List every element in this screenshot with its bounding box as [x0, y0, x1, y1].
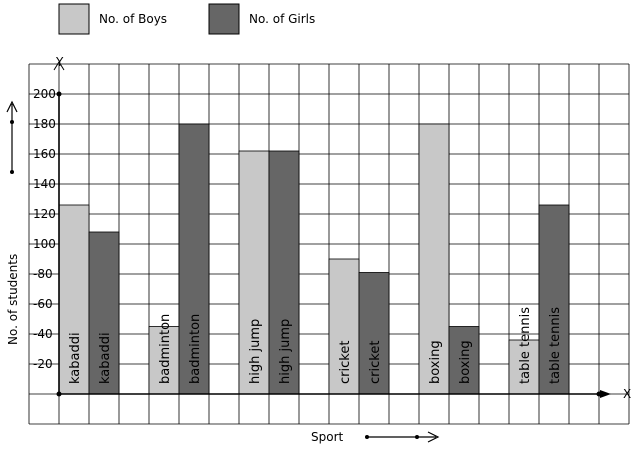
bar-cricket-girls — [358, 272, 390, 395]
y-tick-label: 160 — [33, 147, 56, 161]
y-axis-letter: Y — [55, 55, 64, 69]
y-tick-label: 180 — [33, 117, 56, 131]
y-tick-label: 200 — [33, 87, 56, 101]
y-title-arrow-head — [6, 100, 18, 113]
x-title-arrow-dot — [365, 435, 369, 439]
bar-label: table tennis — [548, 307, 563, 384]
legend-label-1: No. of Girls — [249, 12, 315, 26]
bar-kabaddi-boys — [58, 204, 90, 395]
x-axis-title: Sport — [311, 430, 344, 444]
y-tick-label: 120 — [33, 207, 56, 221]
legend-label-0: No. of Boys — [99, 12, 167, 26]
labels: kabaddi kabaddi badminton badminton high jum… — [68, 307, 563, 384]
axes: X Y -20 -40 -60 -80 100 120 140 160 180 200 No. of s… — [6, 55, 631, 444]
bar-label: kabaddi — [98, 332, 113, 384]
x-title-arrow-head — [427, 431, 440, 443]
bar-high-jump-boys — [238, 150, 270, 395]
y-tick-label: -40 — [33, 327, 53, 341]
y-axis-title: No. of students — [6, 254, 20, 345]
x-title-arrow-dot — [415, 435, 419, 439]
bar-label: high jump — [278, 319, 293, 384]
bars — [58, 123, 570, 395]
bar-table-tennis-girls — [538, 204, 570, 395]
bar-label: boxing — [458, 340, 473, 384]
y-tick-label: -60 — [33, 297, 53, 311]
bar-boxing-boys — [418, 123, 450, 395]
bar-label: boxing — [428, 340, 443, 384]
bar-table-tennis-boys — [508, 339, 540, 395]
bar-label: cricket — [338, 341, 353, 384]
bar-label: kabaddi — [68, 332, 83, 384]
bar-label: table tennis — [518, 307, 533, 384]
y-axis-end-point — [56, 91, 62, 97]
y-tick-label: 100 — [33, 237, 56, 251]
bar-badminton-girls — [178, 123, 210, 395]
bar-kabaddi-girls — [88, 231, 120, 395]
y-axis-arrow — [53, 61, 65, 71]
y-tick-label: -80 — [33, 267, 53, 281]
bar-boxing-girls — [448, 326, 480, 395]
bar-high-jump-girls — [268, 150, 300, 395]
legend: No. of Boys No. of Girls — [58, 3, 315, 35]
bar-label: badminton — [188, 314, 203, 384]
x-axis-end-point — [596, 391, 602, 397]
y-title-arrow-dot — [10, 120, 14, 124]
y-tick-label: 140 — [33, 177, 56, 191]
bar-label: high jump — [248, 319, 263, 384]
x-axis-letter: X — [623, 387, 631, 401]
bar-label: badminton — [158, 314, 173, 384]
bar-label: cricket — [368, 341, 383, 384]
legend-swatch-0 — [58, 3, 90, 35]
x-axis-arrow — [600, 390, 611, 398]
y-title-arrow-dot — [10, 170, 14, 174]
legend-swatch-1 — [208, 3, 240, 35]
y-tick-label: -20 — [33, 357, 53, 371]
